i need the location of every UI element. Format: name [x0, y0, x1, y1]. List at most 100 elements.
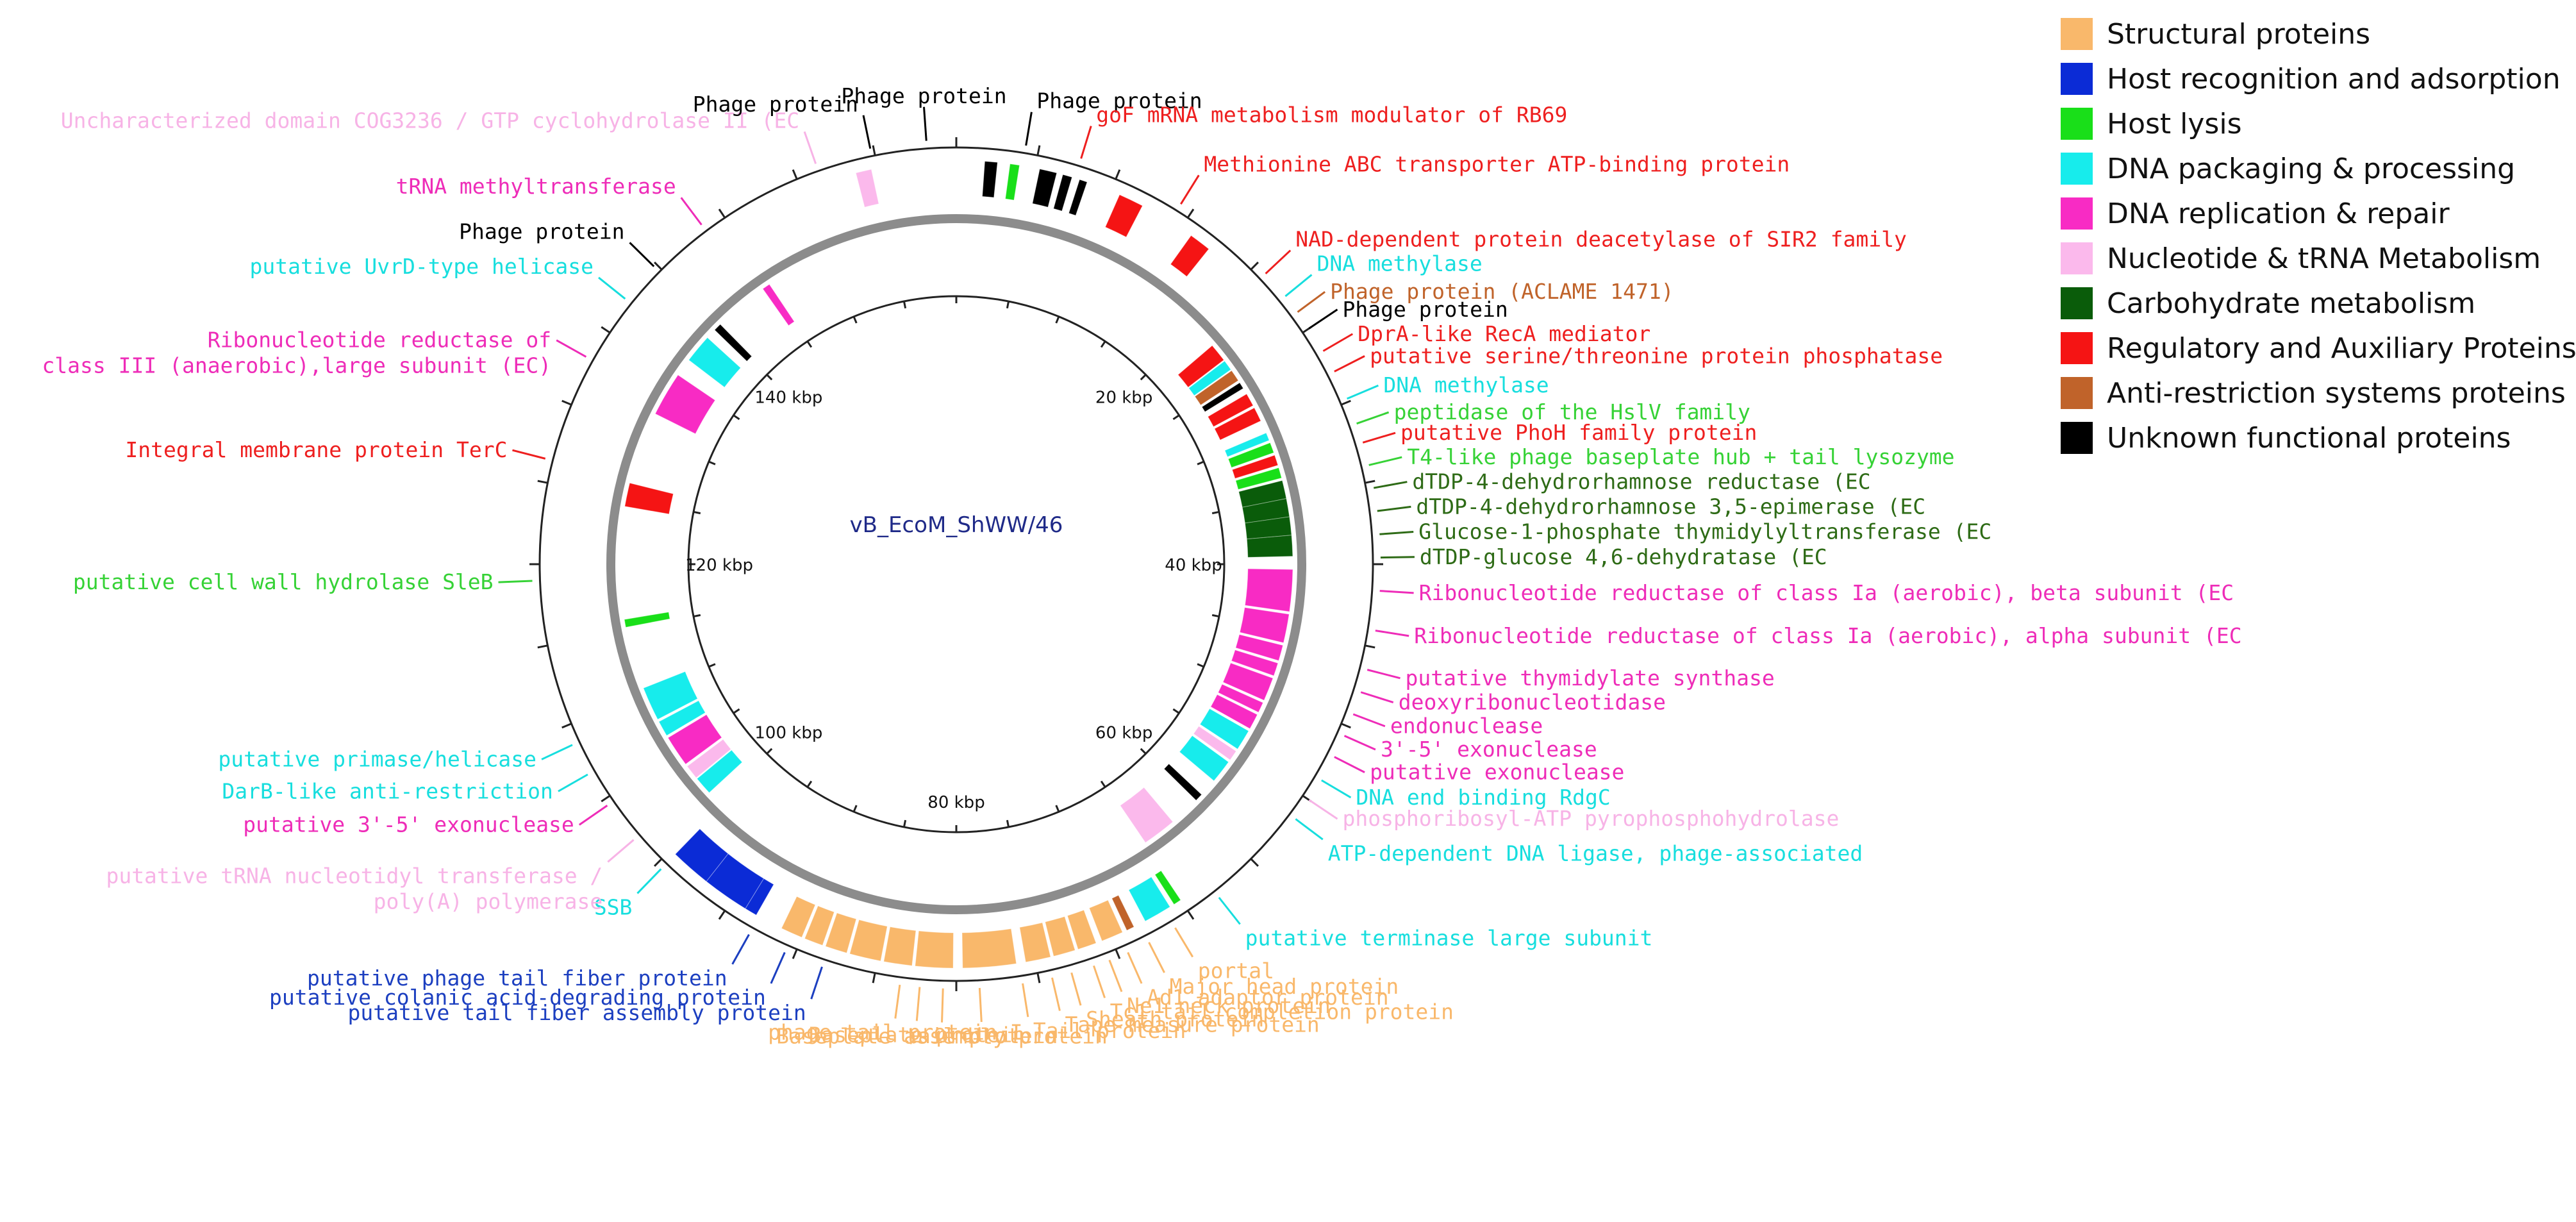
legend-item: Carbohydrate metabolism [2061, 281, 2576, 326]
gene-arc [658, 700, 706, 736]
callout-leader [1108, 959, 1123, 992]
callout-label: Phage protein (ACLAME 1471) [1330, 279, 1674, 304]
outer-tick [1250, 858, 1259, 867]
callout-label: putative thymidylate synthase [1406, 665, 1775, 691]
callout-leader [941, 988, 944, 1023]
legend-label: Host lysis [2107, 107, 2242, 140]
callout-label-continuation: class III (anaerobic),large subunit (EC) [42, 353, 551, 378]
scale-tick [1172, 414, 1180, 421]
scale-tick [1055, 316, 1060, 324]
callout-leader [1334, 355, 1365, 372]
legend-label: Structural proteins [2107, 17, 2371, 51]
outer-tick [1250, 262, 1259, 271]
legend-label: Nucleotide & tRNA Metabolism [2107, 242, 2541, 275]
gene-arc [1231, 649, 1279, 676]
gene-arc [1210, 694, 1258, 730]
callout-label: putative PhoH family protein [1400, 420, 1757, 445]
callout-label: DprA-like RecA mediator [1358, 321, 1650, 346]
gene-arc [883, 926, 917, 966]
outer-tick [1340, 723, 1351, 729]
outer-tick [1365, 644, 1375, 649]
gene-arc [654, 374, 716, 435]
callout-label: dTDP-4-dehydrorhamnose reductase (EC [1412, 469, 1870, 494]
callout-label: DNA end binding RdgC [1356, 785, 1610, 810]
callout-leader [1265, 249, 1292, 274]
callout-label: Major head protein [1170, 974, 1399, 999]
callout-label: Tape measure protein [1065, 1012, 1319, 1037]
scale-tick [852, 316, 858, 324]
callout-label: DarB-like anti-restriction [222, 778, 553, 803]
outer-tick [561, 723, 572, 729]
gene-arc [1242, 498, 1290, 524]
callout-leader [1322, 333, 1354, 352]
kbp-tick-label: 20 kbp [1095, 388, 1152, 407]
gene-arc [1224, 432, 1270, 458]
legend-item: Regulatory and Auxiliary Proteins [2061, 326, 2576, 371]
callout-label: 3'-5' exonuclease [1381, 737, 1597, 762]
callout-label: Ribonucleotide reductase of [208, 328, 551, 353]
scale-tick [733, 708, 740, 714]
callout-label: ATP-dependent DNA ligase, phage-associat… [1328, 841, 1863, 866]
gene-arc [674, 828, 729, 882]
gene-arc [1088, 900, 1123, 942]
scale-tick [766, 748, 773, 755]
callout-leader [1148, 942, 1165, 973]
legend-swatch [2061, 287, 2093, 319]
callout-leader [1377, 505, 1411, 512]
outer-ring [538, 146, 1374, 982]
callout-leader [862, 115, 872, 149]
gene-arc [1128, 876, 1171, 922]
gene-arc [1199, 708, 1249, 749]
callout-label: putative terminase large subunit [1245, 926, 1653, 951]
gene-arc [1207, 393, 1254, 428]
callout-label: goF mRNA metabolism modulator of RB69 [1096, 103, 1567, 128]
scale-tick [708, 663, 716, 668]
legend-label: Regulatory and Auxiliary Proteins [2107, 331, 2576, 365]
callout-label: Integral membrane protein TerC [125, 437, 507, 462]
scale-tick [1100, 340, 1106, 348]
gene-arc [1201, 382, 1244, 412]
callout-leader [1080, 126, 1092, 159]
gene-arcs [624, 161, 1293, 969]
gene-arc [1214, 407, 1261, 440]
callout-label: Tc1 tail completion protein [1110, 999, 1454, 1024]
gene-arc [1104, 194, 1143, 238]
legend-item: DNA packaging & processing [2061, 146, 2576, 191]
kbp-tick-label: 140 kbp [754, 388, 822, 407]
scale-tick [708, 460, 716, 465]
callout-label-continuation: poly(A) polymerase [374, 889, 603, 914]
callout-leader [1356, 411, 1390, 425]
gene-arc [961, 928, 1017, 969]
gene-arc [781, 896, 816, 938]
callout-leader [1367, 669, 1400, 680]
kbp-scale: 20 kbp 40 kbp 60 kbp 80 kbp 100 kbp 120 kbp 14… [529, 137, 1383, 991]
outer-tick [1036, 145, 1041, 156]
outer-tick [601, 794, 611, 803]
gene-arc [1019, 922, 1051, 963]
gc-skew-ring [606, 214, 1306, 914]
gene-arc [686, 739, 731, 778]
callout-leader [1375, 630, 1409, 637]
gene-arc [1244, 568, 1293, 612]
callout-label: Phage protein [459, 219, 624, 244]
legend-swatch [2061, 108, 2093, 140]
legend-item: Unknown functional proteins [2061, 415, 2576, 460]
kbp-tick-label: 60 kbp [1095, 724, 1152, 743]
gene-arc [849, 919, 888, 962]
callout-label: DNA methylase [1317, 251, 1482, 276]
gene-arc [1227, 442, 1274, 468]
outer-tick [654, 262, 663, 271]
callout-leader [541, 744, 573, 760]
callout-leader [498, 580, 533, 583]
legend-swatch [2061, 422, 2093, 454]
gene-arc [1120, 787, 1174, 843]
callout-leader [1362, 431, 1396, 444]
callout-label: putative phage tail fiber protein [307, 966, 727, 991]
gene-arc [706, 853, 765, 909]
gene-arc [714, 324, 752, 362]
scale-tick [693, 510, 701, 515]
callout-label: putative serine/threonine protein phosph… [1370, 343, 1943, 368]
gene-arc [855, 169, 879, 208]
callout-leader [629, 242, 655, 267]
